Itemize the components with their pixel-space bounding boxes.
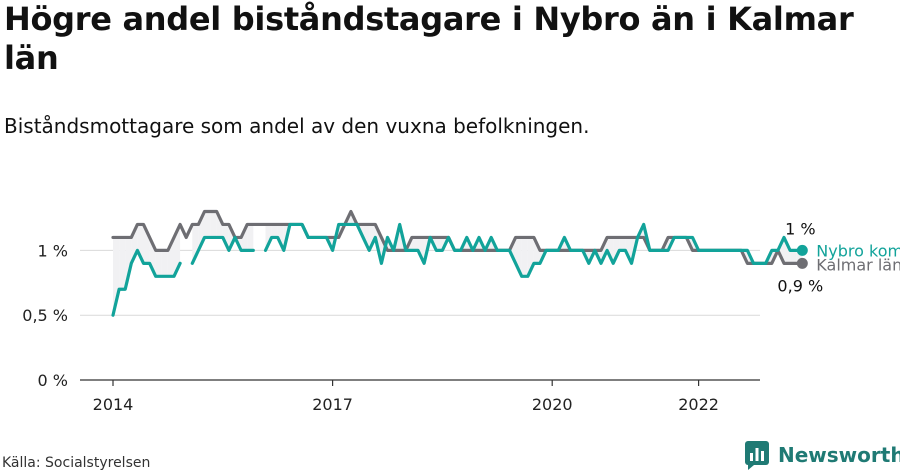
- series-name-kalmar: Kalmar län: [816, 255, 900, 274]
- band-segment: [247, 224, 254, 251]
- source-note: Källa: Socialstyrelsen: [2, 455, 151, 471]
- axes: 0 % 0,5 % 1 % 2014 2017 2020 2022: [22, 241, 760, 414]
- chart-subtitle: Biståndsmottagare som andel av den vuxna…: [4, 114, 590, 138]
- band-segment: [198, 211, 205, 251]
- end-labels: Kalmar län 0,9 % Nybro kommun1 %: [777, 219, 900, 295]
- band-segment: [619, 237, 626, 251]
- end-point-nybro: [796, 244, 808, 256]
- x-tick-label: 2017: [312, 395, 353, 414]
- brand-logo: Newsworthy: [744, 440, 900, 470]
- band-segment: [119, 237, 126, 290]
- series-name-nybro: Nybro kommun: [816, 241, 900, 260]
- x-tick-label: 2022: [678, 395, 719, 414]
- series-line-nybro: [111, 222, 804, 317]
- band-segment: [790, 250, 797, 264]
- x-tick-label: 2020: [532, 395, 573, 414]
- band-segment: [436, 237, 443, 251]
- band-segment: [521, 237, 528, 277]
- band-segment: [131, 224, 138, 264]
- band-segment: [271, 224, 278, 238]
- band: [113, 211, 803, 316]
- y-tick-label: 0 %: [38, 371, 68, 390]
- newsworthy-logo-icon: [745, 441, 769, 470]
- y-tick-label: 1 %: [38, 241, 68, 260]
- band-segment: [161, 250, 168, 277]
- band-segment: [204, 211, 211, 238]
- band-segment: [210, 211, 217, 238]
- band-segment: [143, 224, 150, 264]
- grid: [80, 249, 760, 316]
- end-value-kalmar: 0,9 %: [777, 276, 823, 295]
- brand-name: Newsworthy: [778, 443, 900, 467]
- end-value-nybro: 1 %: [785, 219, 815, 238]
- band-segment: [155, 250, 162, 277]
- band-segment: [411, 237, 418, 251]
- x-tick-label: 2014: [93, 395, 134, 414]
- y-tick-label: 0,5 %: [22, 306, 68, 325]
- band-segment: [137, 224, 144, 264]
- end-point-kalmar: [796, 257, 808, 269]
- chart-title: Högre andel biståndstagare i Nybro än i …: [4, 0, 854, 77]
- band-segment: [192, 224, 199, 264]
- series-lines: [111, 209, 804, 317]
- band-segment: [167, 237, 174, 277]
